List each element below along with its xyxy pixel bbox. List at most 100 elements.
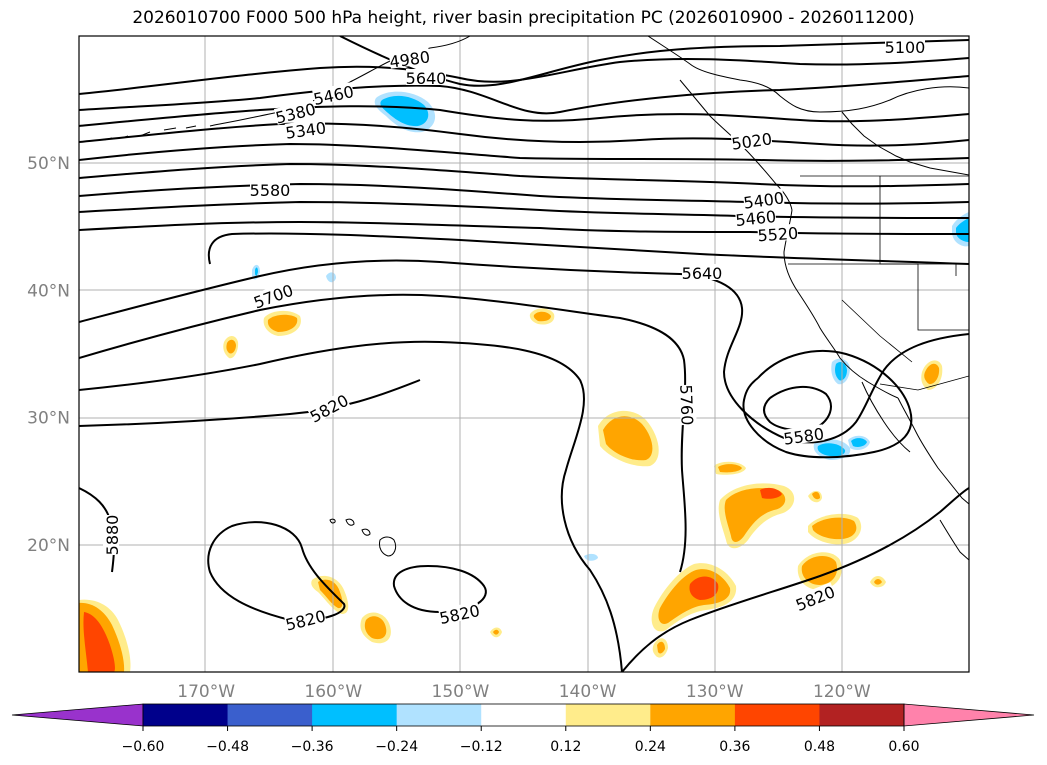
lon-tick-label: 120°W	[813, 682, 871, 702]
contour-5820-hawaii	[207, 521, 346, 622]
contour	[79, 122, 969, 147]
lon-tick-label: 150°W	[432, 682, 490, 702]
contour-label: 5100	[885, 38, 926, 57]
contour-label: 5640	[406, 69, 447, 88]
mexico-coast	[897, 397, 969, 505]
mexico-southern-coast	[939, 519, 969, 561]
lat-tick-label: 40°N	[27, 281, 70, 301]
colorbar-tick-label: 0.48	[804, 739, 835, 755]
us-mexico-border	[879, 375, 969, 391]
contour-label: 5580	[250, 181, 291, 200]
colorbar-tick-label: −0.60	[122, 739, 165, 755]
contour-label: 5520	[757, 224, 799, 246]
state-border	[879, 176, 969, 265]
colorbar-swatch	[650, 704, 736, 726]
svg-text:5640: 5640	[682, 264, 723, 283]
positive-precip-regions	[79, 308, 943, 672]
contour-5820	[79, 340, 623, 672]
svg-text:5760: 5760	[676, 384, 696, 425]
contour-5760-low	[742, 350, 913, 459]
colorbar-tick-label: −0.48	[206, 739, 249, 755]
hawaii-island	[345, 518, 355, 526]
colorbar-swatch	[143, 704, 229, 726]
colorbar: −0.60 −0.48 −0.36 −0.24 −0.12 0.12 0.24 0.36 0.4…	[11, 703, 1035, 755]
contour-label: 5460	[735, 207, 777, 230]
contour	[79, 182, 969, 205]
svg-text:5820: 5820	[307, 391, 352, 427]
colorbar-swatch	[819, 704, 905, 726]
negative-precip-regions	[252, 91, 969, 561]
colorbar-tick-label: 0.60	[888, 739, 919, 755]
colorbar-extend-high	[903, 703, 1035, 727]
alaska-coast	[647, 36, 969, 113]
baja-california	[861, 381, 911, 453]
svg-text:5640: 5640	[406, 69, 447, 88]
svg-text:5520: 5520	[757, 224, 799, 246]
colorbar-swatch	[734, 704, 820, 726]
contour-label: 5820	[438, 601, 482, 628]
contour-label: 5820	[307, 391, 352, 427]
colorbar-swatch	[396, 704, 482, 726]
colorbar-extend-low	[11, 703, 144, 727]
contour-5820-south	[621, 487, 969, 672]
colorbar-swatch	[227, 704, 313, 726]
colorbar-tick-label: −0.24	[375, 739, 418, 755]
svg-text:5100: 5100	[885, 38, 926, 57]
contour-5520	[79, 220, 969, 235]
colorbar-tick-label: 0.36	[719, 739, 750, 755]
longitude-labels: 170°W 160°W 150°W 140°W 130°W 120°W	[177, 682, 871, 702]
hawaii-big-island	[379, 536, 397, 557]
hawaii-island	[361, 528, 371, 536]
contour-label: 5460	[312, 82, 356, 109]
map-frame	[78, 35, 970, 673]
svg-text:5820: 5820	[284, 606, 328, 634]
svg-text:5460: 5460	[735, 207, 777, 230]
contour-5700	[79, 293, 687, 573]
contour	[79, 57, 969, 95]
lon-tick-label: 130°W	[686, 682, 744, 702]
contour-5640	[79, 259, 969, 444]
lon-tick-label: 140°W	[559, 682, 617, 702]
contour-label: 5020	[730, 129, 773, 153]
contour	[79, 162, 969, 188]
contour-label: 5640	[682, 264, 723, 283]
precipitation-shading	[79, 91, 969, 672]
svg-text:5020: 5020	[730, 129, 773, 153]
height-contours	[79, 36, 969, 672]
state-border	[788, 263, 969, 331]
latitude-labels: 50°N 40°N 30°N 20°N	[27, 154, 70, 556]
colorbar-tick-label: −0.36	[291, 739, 334, 755]
colorbar-swatch	[481, 704, 567, 726]
canada-coastal-mountains	[841, 111, 969, 176]
us-west-coast	[783, 209, 899, 399]
hawaii-island	[329, 518, 336, 524]
lon-tick-label: 170°W	[177, 682, 235, 702]
svg-text:5460: 5460	[312, 82, 356, 109]
map-title: 2026010700 F000 500 hPa height, river ba…	[132, 8, 915, 28]
contour	[79, 142, 969, 162]
contour	[79, 379, 421, 427]
svg-text:5880: 5880	[103, 515, 122, 556]
colorbar-outline	[142, 703, 905, 727]
colorbar-tick-label: 0.12	[550, 739, 581, 755]
contour-label: 5760	[676, 384, 696, 425]
lat-tick-label: 50°N	[27, 154, 70, 174]
svg-text:5820: 5820	[438, 601, 482, 628]
contour	[79, 75, 969, 115]
coastlines	[103, 36, 969, 561]
lat-tick-label: 20°N	[27, 536, 70, 556]
borders	[788, 175, 969, 391]
svg-text:5580: 5580	[250, 181, 291, 200]
contour-label: 5580	[782, 424, 825, 448]
lon-tick-label: 160°W	[304, 682, 362, 702]
contour	[79, 105, 969, 127]
contour-5820-east	[392, 564, 487, 613]
aleutian-chain	[209, 36, 471, 127]
colorbar-tick-label: 0.24	[635, 739, 666, 755]
contour-label: 5880	[103, 515, 122, 556]
colorbar-swatch	[565, 704, 651, 726]
contour-label: 4980	[388, 47, 431, 71]
contour-5580	[207, 232, 969, 265]
